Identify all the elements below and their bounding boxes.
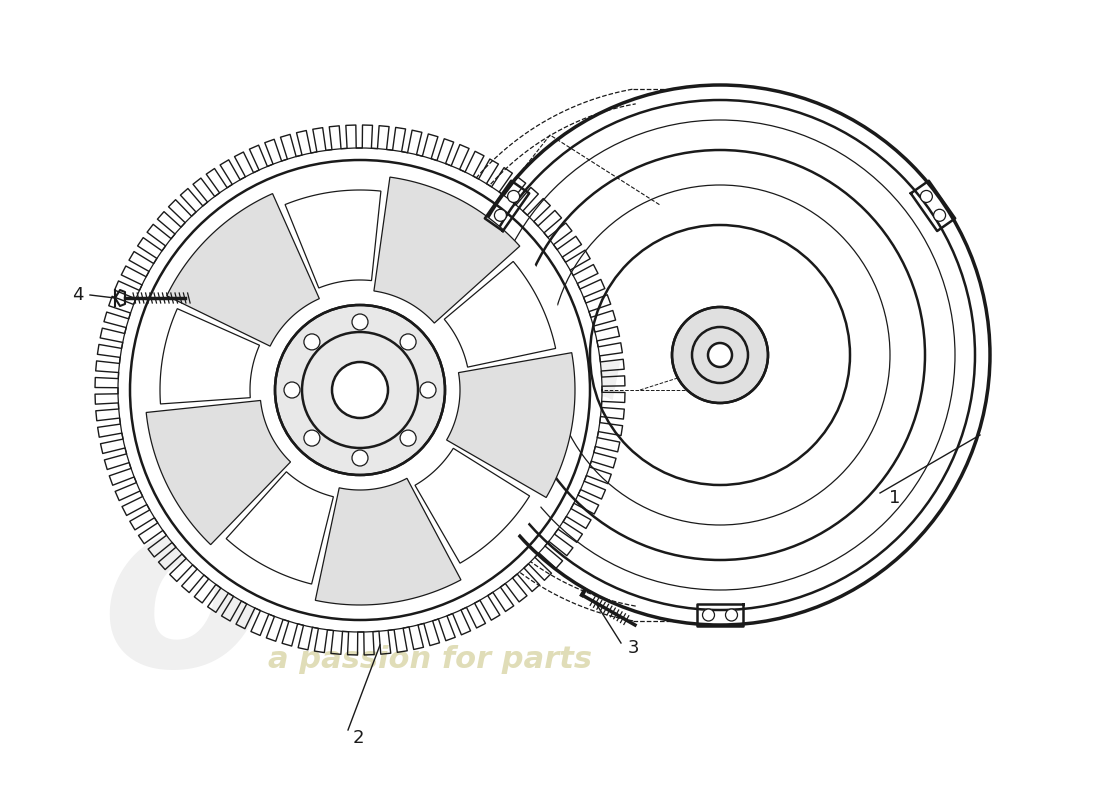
Circle shape [332,362,388,418]
Circle shape [275,305,446,475]
Circle shape [726,609,737,621]
Circle shape [703,609,715,621]
Text: 3: 3 [627,639,639,657]
Polygon shape [444,262,556,367]
Text: 2: 2 [352,729,364,747]
Polygon shape [285,190,381,288]
Circle shape [934,210,946,222]
Circle shape [118,148,602,632]
Circle shape [145,175,575,605]
Text: 1: 1 [889,489,901,507]
Circle shape [400,430,416,446]
Circle shape [284,382,300,398]
Circle shape [304,334,320,350]
Text: a passion for parts: a passion for parts [268,646,592,674]
Circle shape [921,190,933,202]
Polygon shape [415,448,529,563]
Circle shape [507,190,519,202]
Polygon shape [227,472,333,584]
Circle shape [494,210,506,222]
Circle shape [672,307,768,403]
Polygon shape [316,478,461,605]
Polygon shape [447,353,575,498]
Text: eur: eur [150,312,607,548]
Circle shape [708,343,732,367]
Polygon shape [146,401,290,545]
Text: o: o [100,482,267,718]
Polygon shape [167,194,319,346]
Circle shape [352,450,368,466]
Polygon shape [374,177,520,323]
Circle shape [304,430,320,446]
Circle shape [352,314,368,330]
Polygon shape [160,309,260,404]
Circle shape [400,334,416,350]
Text: 4: 4 [73,286,84,304]
Circle shape [420,382,436,398]
